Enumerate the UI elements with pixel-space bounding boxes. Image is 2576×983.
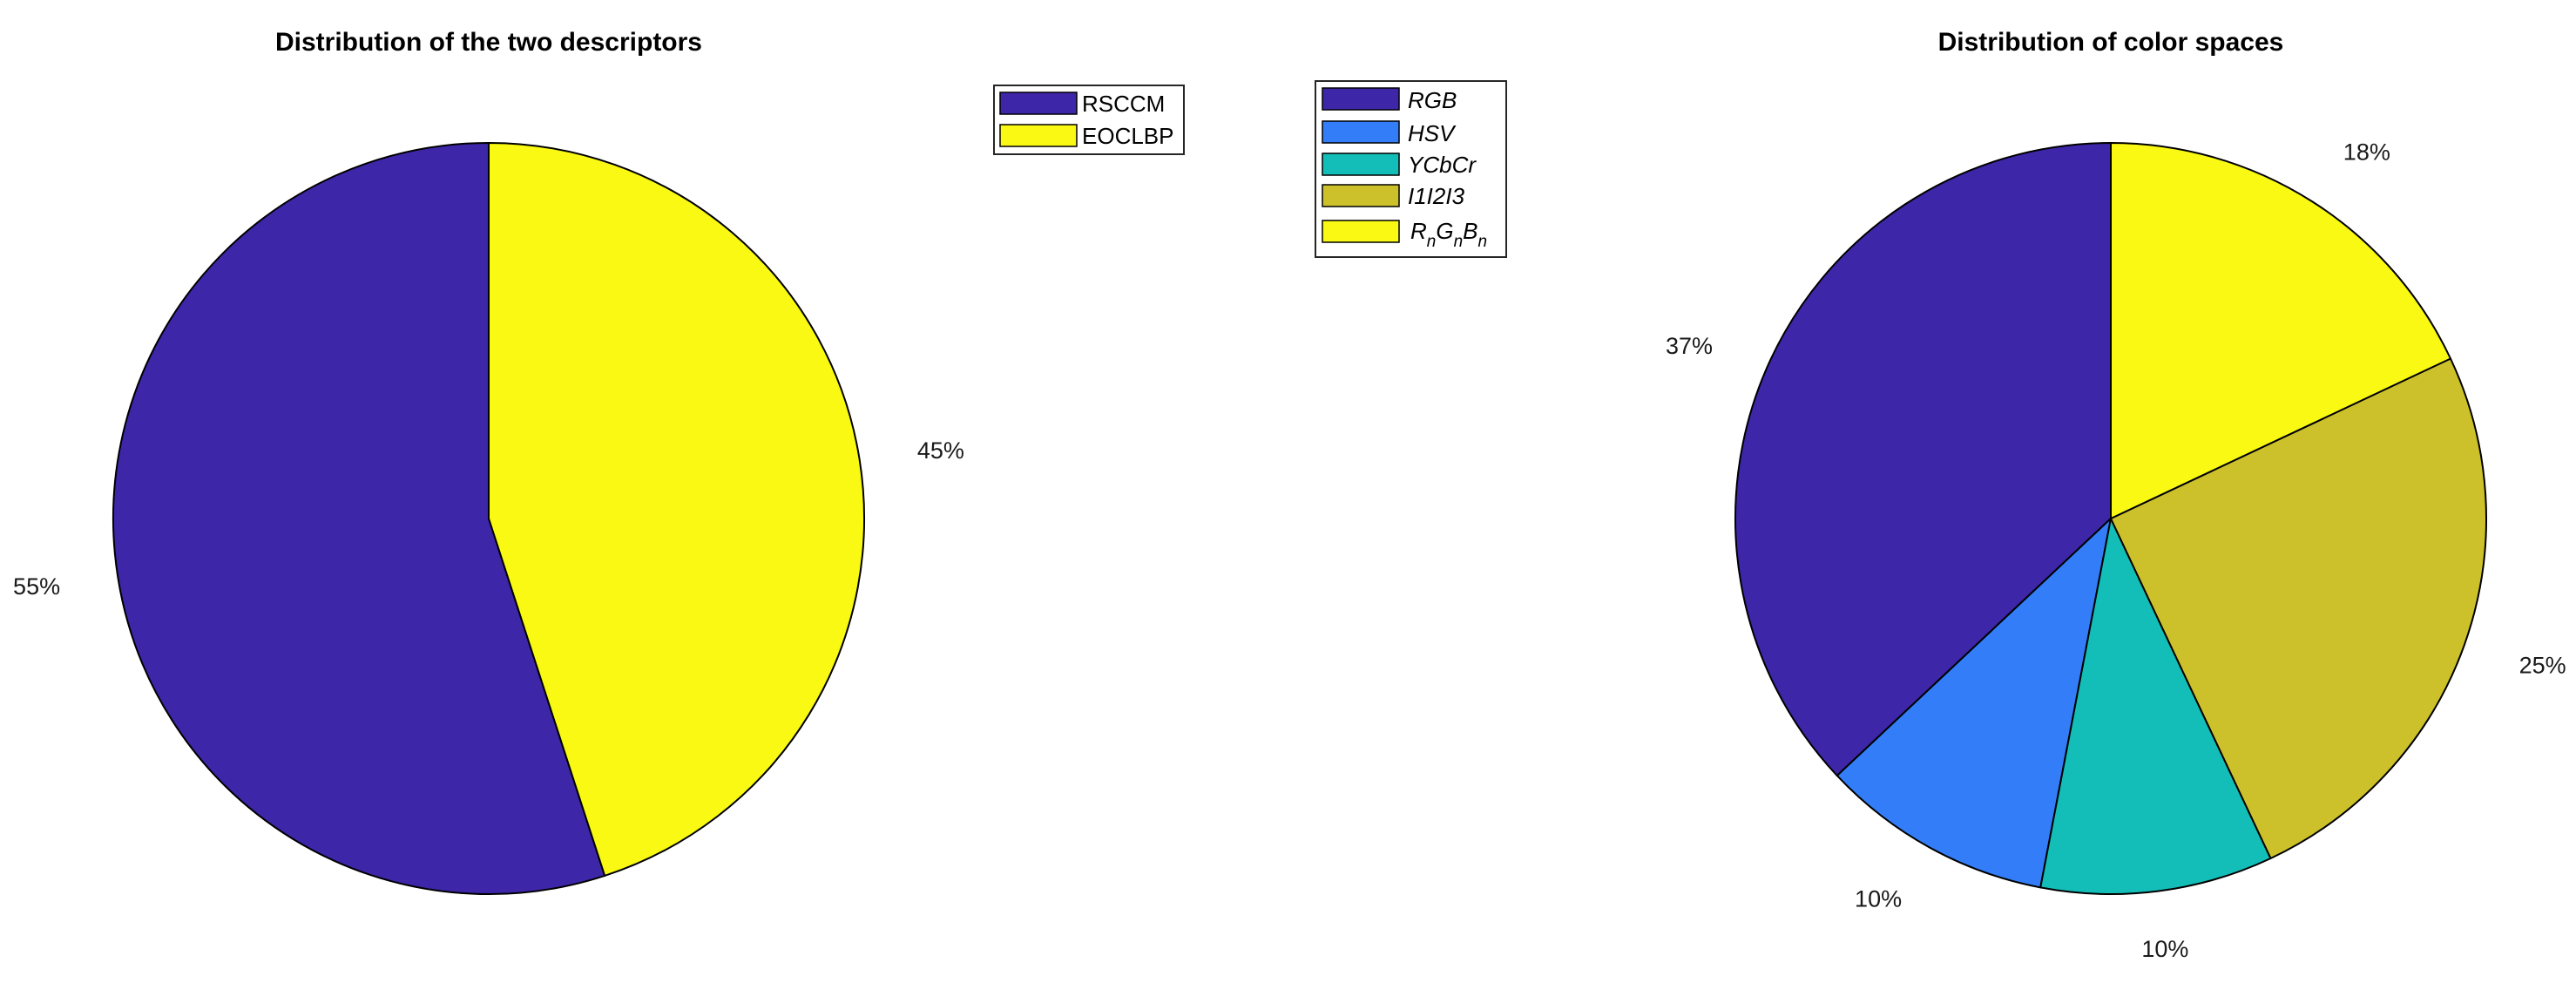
color-space-slice-hsv <box>1836 518 2112 889</box>
legend-label-ycbcr: YCbCr <box>1408 152 1477 178</box>
legend-label-rsccm: RSCCM <box>1082 91 1165 117</box>
legend-label-eoclbp: EOCLBP <box>1082 123 1174 149</box>
color-space-slice-rgb <box>1734 142 2112 777</box>
legend-swatch-rgb <box>1322 87 1400 111</box>
color-space-pie-chart: Distribution of color spaces 37% 10% 10% 25… <box>1666 28 2566 962</box>
legend-label-rgb: RGB <box>1408 87 1457 113</box>
descriptor-slice-rsccm <box>112 142 606 895</box>
color-space-pct-label-i1i2i3: 25% <box>2519 653 2566 679</box>
legend-label-i1i2i3: I1I2I3 <box>1408 183 1465 209</box>
color-space-chart-title: Distribution of color spaces <box>1938 28 2284 57</box>
legend-label-hsv: HSV <box>1408 120 1457 146</box>
legend-swatch-i1i2i3 <box>1322 184 1400 207</box>
color-space-slice-rngnbn <box>2110 142 2451 519</box>
color-space-pct-label-hsv: 10% <box>1855 885 1902 912</box>
color-space-slice-i1i2i3 <box>2110 357 2487 859</box>
legend-swatch-ycbcr <box>1322 153 1400 176</box>
descriptor-pie-labels: 55% 45% <box>13 437 964 600</box>
descriptor-pct-label-rsccm: 55% <box>13 573 60 600</box>
descriptor-pie-chart: Distribution of the two descriptors 55% 4… <box>13 28 964 895</box>
legend-swatch-rsccm <box>999 92 1078 115</box>
color-space-pct-label-ycbcr: 10% <box>2141 936 2188 962</box>
descriptor-pie-slices <box>112 142 865 895</box>
descriptor-pct-label-eoclbp: 45% <box>917 437 964 464</box>
descriptor-legend: RSCCM EOCLBP <box>993 85 1185 155</box>
color-space-pct-label-rgb: 37% <box>1666 333 1713 359</box>
legend-swatch-rngnbn <box>1322 220 1400 243</box>
color-space-pie-slices <box>1734 142 2487 895</box>
legend-swatch-eoclbp <box>999 124 1078 147</box>
descriptor-slice-eoclbp <box>488 142 865 877</box>
color-space-pct-label-rngnbn: 18% <box>2343 139 2390 166</box>
descriptor-chart-title: Distribution of the two descriptors <box>275 28 702 57</box>
color-space-slice-ycbcr <box>2039 518 2272 895</box>
legend-label-rngnbn: RnGnBn <box>1410 218 1487 251</box>
legend-swatch-hsv <box>1322 120 1400 144</box>
color-space-legend: RGB HSV YCbCr I1I2I3 RnGnBn <box>1315 80 1507 258</box>
color-space-pie-labels: 37% 10% 10% 25% 18% <box>1666 139 2566 963</box>
